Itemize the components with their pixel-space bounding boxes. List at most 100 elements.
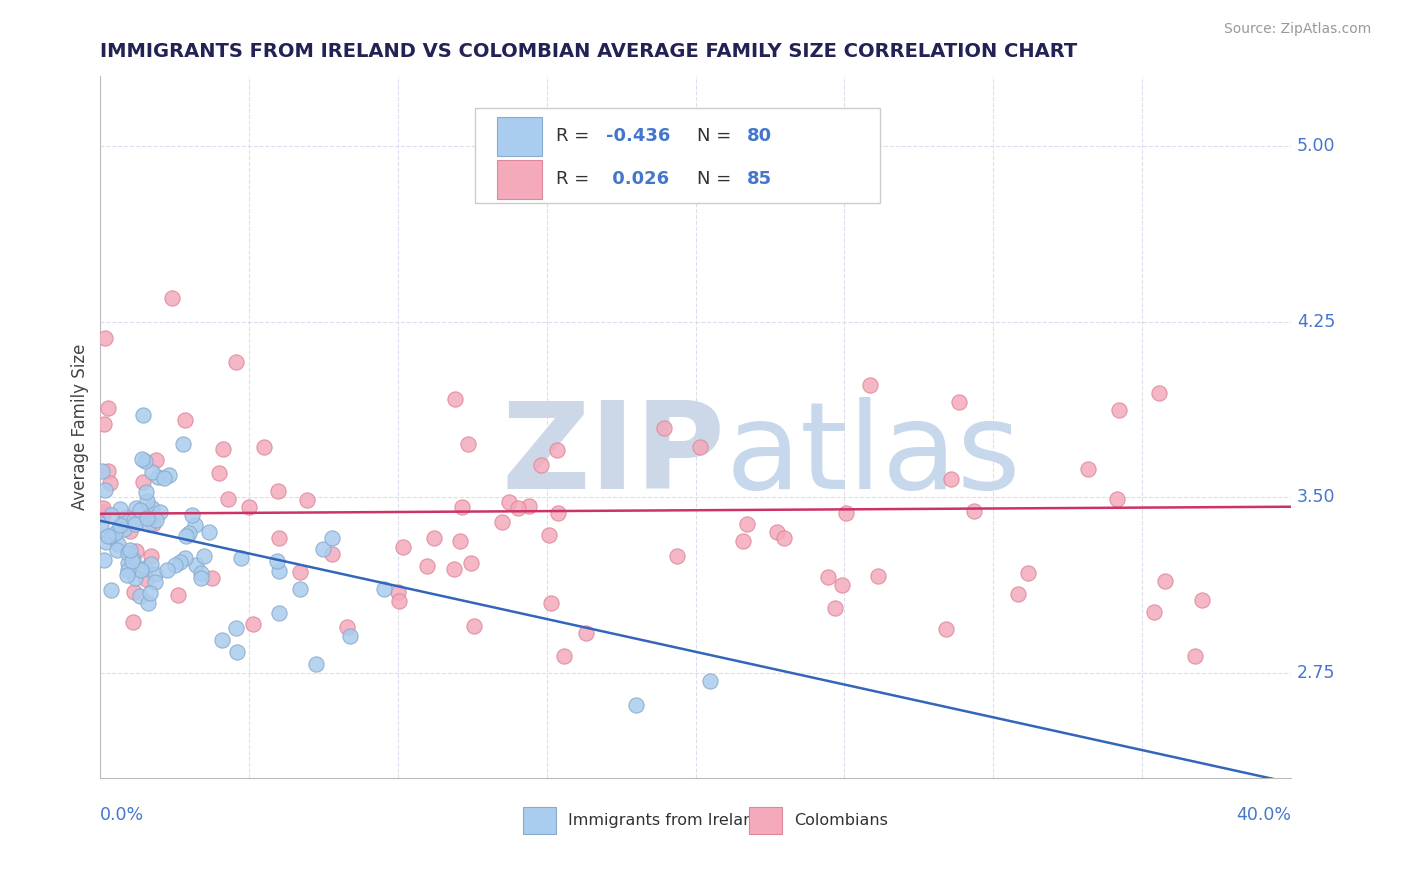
Point [225, 354, 247, 368]
Point [132, 409, 155, 423]
Text: Immigrants from Ireland: Immigrants from Ireland [568, 813, 763, 828]
Text: atlas: atlas [725, 397, 1021, 514]
Text: R =: R = [557, 128, 595, 145]
Point [124, 543, 146, 558]
Text: IMMIGRANTS FROM IRELAND VS COLOMBIAN AVERAGE FAMILY SIZE CORRELATION CHART: IMMIGRANTS FROM IRELAND VS COLOMBIAN AVE… [100, 42, 1077, 61]
Point [174, 551, 197, 566]
Point [135, 572, 157, 586]
Point [939, 472, 962, 486]
Point [114, 509, 136, 524]
Point [145, 452, 167, 467]
Point [388, 593, 411, 607]
Point [269, 531, 291, 545]
Point [491, 515, 513, 529]
Text: Source: ZipAtlas.com: Source: ZipAtlas.com [1223, 22, 1371, 37]
Point [336, 620, 359, 634]
Point [93, 331, 115, 345]
Point [226, 644, 249, 658]
Point [198, 525, 221, 540]
Text: 0.026: 0.026 [606, 169, 669, 188]
Point [96, 464, 118, 478]
Point [121, 552, 143, 566]
Point [297, 493, 319, 508]
Point [100, 529, 122, 543]
Point [190, 566, 212, 580]
Point [138, 516, 160, 531]
Text: 5.00: 5.00 [1296, 137, 1336, 155]
Point [624, 698, 647, 712]
Point [124, 571, 146, 585]
Point [117, 546, 139, 560]
Point [201, 571, 224, 585]
Point [174, 529, 197, 543]
Text: N =: N = [697, 128, 737, 145]
Point [117, 556, 139, 570]
Point [139, 586, 162, 600]
Point [131, 451, 153, 466]
Point [97, 401, 120, 416]
Point [1077, 461, 1099, 475]
Text: -0.436: -0.436 [606, 128, 671, 145]
Point [266, 554, 288, 568]
Point [242, 616, 264, 631]
Point [145, 574, 167, 589]
Point [142, 516, 165, 531]
Point [100, 508, 122, 523]
Point [121, 615, 143, 629]
Point [94, 534, 117, 549]
Point [288, 566, 311, 580]
Point [167, 588, 190, 602]
Point [652, 421, 675, 435]
Point [321, 531, 343, 545]
Point [1007, 587, 1029, 601]
Point [935, 622, 957, 636]
Point [449, 533, 471, 548]
Point [118, 542, 141, 557]
Point [211, 442, 233, 456]
Point [184, 518, 207, 533]
Text: 4.25: 4.25 [1296, 313, 1336, 331]
Point [107, 543, 129, 558]
Point [129, 563, 152, 577]
Point [115, 567, 138, 582]
Point [1143, 606, 1166, 620]
Point [148, 505, 170, 519]
Point [136, 507, 159, 521]
Point [169, 555, 191, 569]
Point [146, 469, 169, 483]
Point [94, 483, 117, 497]
Point [546, 443, 568, 458]
Point [141, 549, 163, 563]
Point [423, 531, 446, 545]
Point [253, 440, 276, 454]
Text: 80: 80 [747, 128, 772, 145]
Text: 0.0%: 0.0% [100, 806, 145, 824]
Point [699, 673, 721, 688]
Point [540, 595, 562, 609]
Y-axis label: Average Family Size: Average Family Size [72, 344, 89, 510]
Point [415, 559, 437, 574]
Point [107, 536, 129, 550]
Point [553, 649, 575, 664]
Point [112, 513, 135, 527]
Point [373, 582, 395, 596]
Point [181, 508, 204, 522]
Text: 2.75: 2.75 [1296, 664, 1336, 681]
Point [267, 484, 290, 499]
Point [112, 522, 135, 536]
Point [963, 504, 986, 518]
Point [118, 524, 141, 538]
Point [100, 583, 122, 598]
Point [152, 471, 174, 485]
Point [211, 632, 233, 647]
Point [141, 466, 163, 480]
Point [1147, 386, 1170, 401]
Text: ZIP: ZIP [502, 397, 725, 514]
Point [859, 377, 882, 392]
Point [339, 629, 361, 643]
Point [98, 476, 121, 491]
Point [91, 500, 114, 515]
Point [773, 532, 796, 546]
Point [547, 507, 569, 521]
Point [765, 524, 787, 539]
